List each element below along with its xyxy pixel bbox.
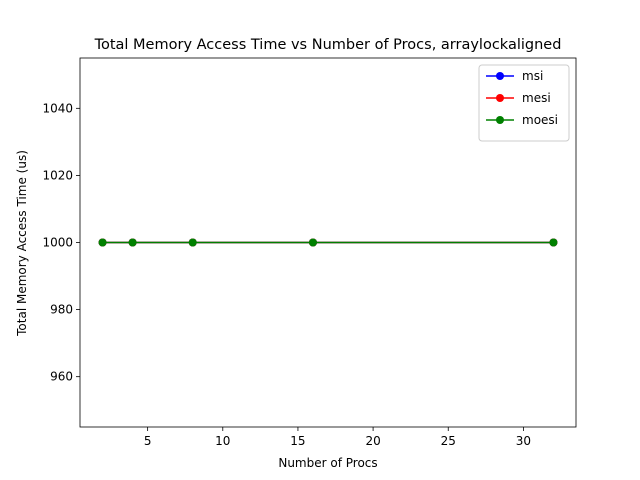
y-tick-label: 960: [50, 370, 73, 384]
data-point-moesi: [549, 238, 558, 247]
y-tick-label: 1040: [42, 101, 73, 115]
legend: msi mesi moesi: [478, 64, 570, 142]
y-axis-label: Total Memory Access Time (us): [15, 150, 29, 337]
x-tick-label: 10: [215, 434, 230, 448]
legend-marker-msi: [496, 72, 504, 80]
legend-marker-mesi: [496, 94, 504, 102]
y-tick-label: 1000: [42, 236, 73, 250]
plot-area: 5 10 15 20 25 30 960 980 1000 1020 1040: [42, 57, 577, 448]
chart-title: Total Memory Access Time vs Number of Pr…: [94, 37, 562, 53]
data-point-moesi: [188, 238, 197, 247]
x-tick-label: 15: [290, 434, 305, 448]
legend-label-mesi: mesi: [522, 91, 551, 105]
legend-marker-moesi: [496, 116, 504, 124]
axes-frame: [79, 57, 577, 428]
x-tick-label: 20: [365, 434, 380, 448]
legend-label-msi: msi: [522, 69, 543, 83]
y-tick-label: 980: [50, 303, 73, 317]
x-tick-label: 30: [516, 434, 531, 448]
x-tick-label: 5: [144, 434, 152, 448]
x-tick-label: 25: [441, 434, 456, 448]
y-tick-label: 1020: [42, 168, 73, 182]
data-point-moesi: [98, 238, 107, 247]
data-point-moesi: [128, 238, 137, 247]
data-point-moesi: [308, 238, 317, 247]
x-axis-label: Number of Procs: [278, 456, 377, 470]
legend-label-moesi: moesi: [522, 113, 558, 127]
